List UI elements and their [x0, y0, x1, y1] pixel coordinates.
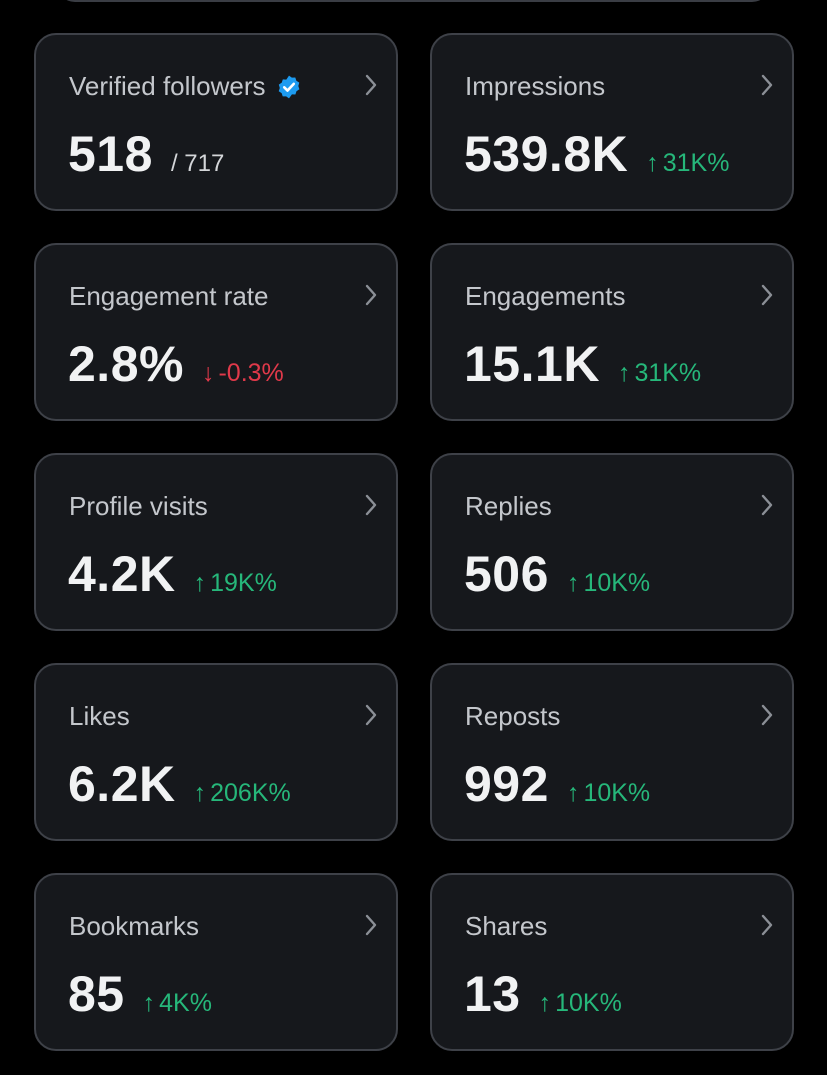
chevron-right-icon [365, 704, 377, 726]
metric-change-value: 31K% [662, 149, 730, 177]
chevron-right-icon [761, 704, 773, 726]
metric-change: ↑ 206K% [194, 779, 291, 808]
arrow-up-icon: ↑ [646, 149, 659, 177]
metric-label: Impressions [465, 71, 606, 101]
metric-value: 6.2K [68, 756, 176, 812]
metric-value: 506 [464, 546, 549, 602]
metric-value: 518 [68, 126, 153, 182]
metric-change: ↑ 31K% [618, 359, 701, 388]
chevron-right-icon [761, 74, 773, 96]
metric-value-row: 539.8K ↑ 31K% [464, 125, 729, 183]
metric-change-value: 10K% [555, 989, 622, 1017]
metric-change-value: 31K% [634, 359, 702, 387]
metric-value-row: 4.2K ↑ 19K% [68, 545, 277, 603]
metric-change: ↑ 4K% [143, 989, 212, 1018]
chevron-right-icon [365, 284, 377, 306]
metric-card-reposts[interactable]: Reposts 992 ↑ 10K% [430, 663, 794, 841]
metric-label-text: Verified followers [69, 71, 266, 101]
arrow-up-icon: ↑ [142, 989, 156, 1017]
arrow-down-icon: ↓ [201, 359, 215, 387]
metric-card-engagement-rate[interactable]: Engagement rate 2.8% ↓ -0.3% [34, 243, 398, 421]
metric-value-row: 992 ↑ 10K% [464, 755, 650, 813]
metric-card-bookmarks[interactable]: Bookmarks 85 ↑ 4K% [34, 873, 398, 1051]
metric-change-value: 206K% [210, 779, 291, 807]
metric-value: 992 [464, 756, 549, 812]
metric-value-row: 518 / 717 [68, 125, 224, 183]
metric-value-row: 6.2K ↑ 206K% [68, 755, 291, 813]
metric-label: Likes [69, 701, 130, 731]
metric-card-engagements[interactable]: Engagements 15.1K ↑ 31K% [430, 243, 794, 421]
metric-change: ↓ -0.3% [202, 359, 284, 388]
metric-value: 15.1K [464, 336, 600, 392]
chevron-right-icon [761, 284, 773, 306]
verified-badge-icon [278, 75, 299, 98]
metrics-grid: Verified followers 518 / 717 Impressions… [34, 33, 794, 1051]
metric-label: Profile visits [69, 491, 208, 521]
metric-value-row: 13 ↑ 10K% [464, 965, 622, 1023]
metric-card-likes[interactable]: Likes 6.2K ↑ 206K% [34, 663, 398, 841]
previous-card-edge [57, 0, 770, 2]
metric-card-impressions[interactable]: Impressions 539.8K ↑ 31K% [430, 33, 794, 211]
arrow-up-icon: ↑ [617, 359, 631, 387]
metric-label: Engagement rate [69, 281, 269, 311]
chevron-right-icon [365, 74, 377, 96]
metric-value: 2.8% [68, 336, 184, 392]
metric-change: ↑ 31K% [646, 149, 729, 178]
metric-change-value: 10K% [583, 569, 651, 597]
metric-value: 4.2K [68, 546, 176, 602]
arrow-up-icon: ↑ [566, 569, 580, 597]
metric-value: 539.8K [464, 126, 629, 182]
metric-label: Shares [465, 911, 548, 941]
chevron-right-icon [761, 494, 773, 516]
arrow-up-icon: ↑ [193, 569, 207, 597]
metric-change-value: -0.3% [218, 359, 284, 387]
metric-value: 13 [464, 966, 521, 1022]
metric-label: Replies [465, 491, 552, 521]
chevron-right-icon [365, 494, 377, 516]
metric-label: Reposts [465, 701, 561, 731]
metric-label: Verified followers [69, 71, 302, 102]
metric-label: Bookmarks [69, 911, 200, 941]
metric-value-row: 15.1K ↑ 31K% [464, 335, 701, 393]
metric-value-row: 2.8% ↓ -0.3% [68, 335, 284, 393]
metric-change: ↑ 10K% [567, 779, 650, 808]
metric-change: ↑ 10K% [539, 989, 622, 1018]
metric-label: Engagements [465, 281, 626, 311]
chevron-right-icon [365, 914, 377, 936]
metric-card-shares[interactable]: Shares 13 ↑ 10K% [430, 873, 794, 1051]
metric-card-replies[interactable]: Replies 506 ↑ 10K% [430, 453, 794, 631]
metric-card-profile-visits[interactable]: Profile visits 4.2K ↑ 19K% [34, 453, 398, 631]
metric-change: ↑ 19K% [194, 569, 277, 598]
arrow-up-icon: ↑ [193, 779, 207, 807]
metric-card-verified-followers[interactable]: Verified followers 518 / 717 [34, 33, 398, 211]
metric-change-value: 4K% [159, 989, 212, 1017]
metric-change-value: 19K% [210, 569, 277, 597]
metric-total: / 717 [170, 150, 225, 177]
metric-value-row: 506 ↑ 10K% [464, 545, 650, 603]
arrow-up-icon: ↑ [538, 989, 552, 1017]
chevron-right-icon [761, 914, 773, 936]
metric-value: 85 [68, 966, 125, 1022]
metric-change-value: 10K% [583, 779, 651, 807]
arrow-up-icon: ↑ [566, 779, 580, 807]
metric-change: ↑ 10K% [567, 569, 650, 598]
metric-value-row: 85 ↑ 4K% [68, 965, 212, 1023]
